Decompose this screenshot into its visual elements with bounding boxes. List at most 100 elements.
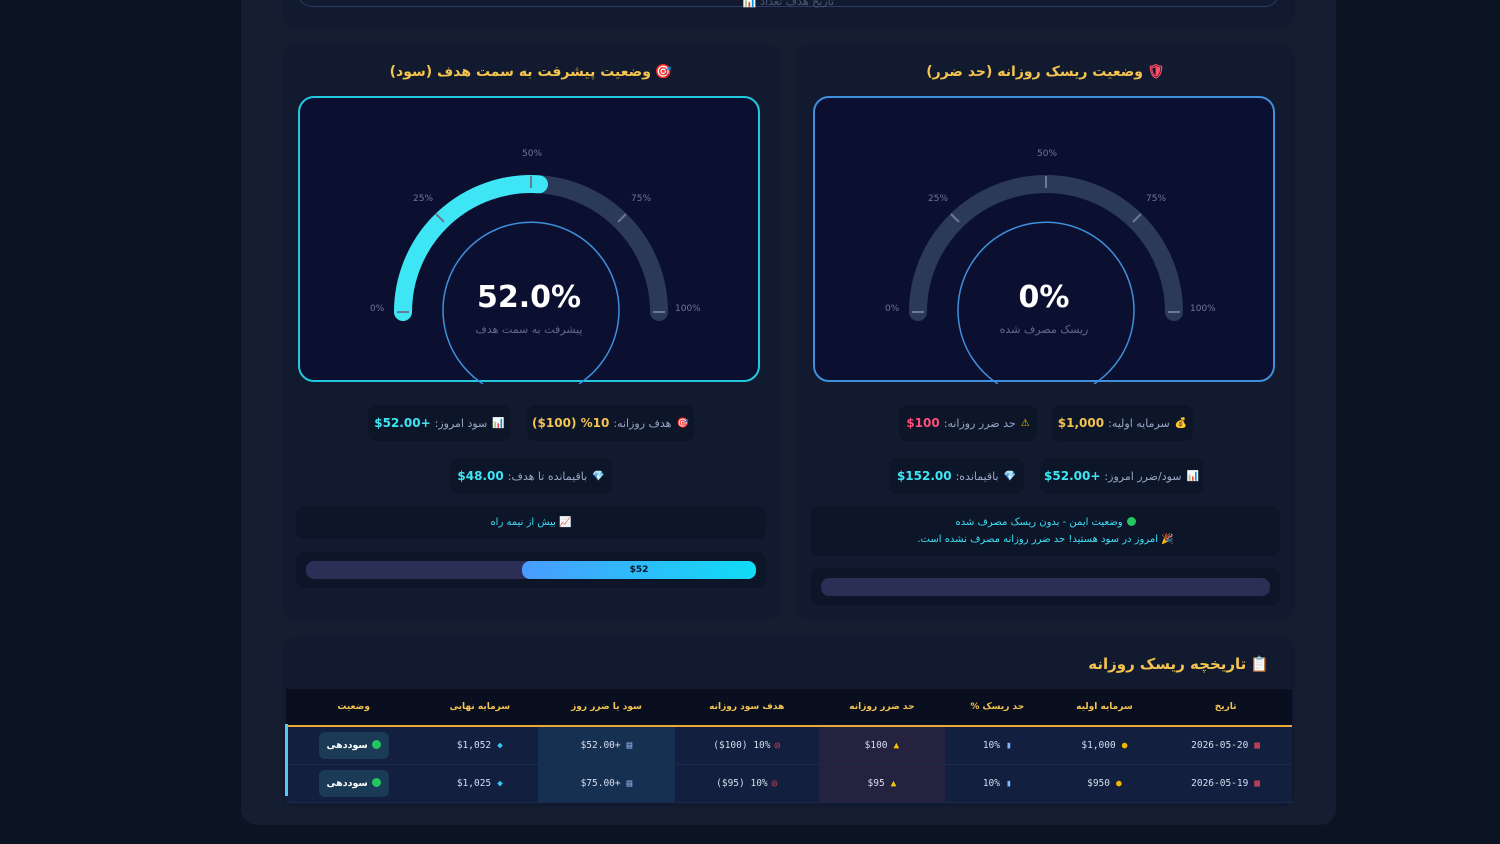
cell-date: ▦2026-05-19 — [1159, 764, 1292, 803]
remaining-chip: 💎 باقیمانده: $152.00 — [889, 458, 1024, 494]
cell-target: ◎10% ($95) — [674, 764, 819, 803]
cell-stop: ▲$100 — [818, 726, 945, 765]
profit-gauge-inner-ring — [442, 221, 620, 384]
risk-status-line1: وضعیت ایمن - بدون ریسک مصرف شده — [811, 514, 1280, 531]
table-row[interactable]: ▦2026-05-20 ●$1,000 ▮10% ▲$100 ◎10% ($10… — [286, 726, 1292, 765]
daily-risk-panel: 🛡وضعیت ریسک روزانه (حد ضرر) 0% 25% 50% 7… — [796, 44, 1295, 620]
tick-label-50: 50% — [1037, 149, 1058, 159]
profit-gauge-fill — [394, 175, 548, 321]
top-panel-text: 📊 تاریخ هدف تعداد — [742, 0, 835, 8]
cell-risk-pct: ▮10% — [944, 764, 1050, 803]
risk-gauge: 0% 25% 50% 75% 100% 0% ریسک مصرف شده — [813, 96, 1275, 384]
risk-progress-bar — [811, 568, 1280, 605]
risk-gauge-value: 0% — [1018, 280, 1070, 315]
gem-icon: 💎 — [1003, 470, 1017, 482]
tick-label-0: 0% — [885, 304, 900, 314]
profit-gauge: 0% 25% 50% 75% 100% 52.0% پیشرفت به سمت … — [298, 96, 760, 384]
risk-panel-title: 🛡وضعیت ریسک روزانه (حد ضرر) — [926, 64, 1165, 80]
col-daily-stop: حد ضرر روزانه — [818, 689, 945, 727]
risk-status-line2: 🎉 امروز در سود هستید! حد ضرر روزانه مصرف… — [917, 534, 1174, 545]
gem-icon: ◆ — [497, 778, 503, 789]
profit-gauge-ticks — [397, 176, 665, 313]
target-icon: ◎ — [774, 740, 781, 751]
risk-gauge-ticks — [912, 176, 1180, 313]
celebration-icon: 🎉 — [1161, 534, 1174, 545]
remaining-to-target-chip: 💎 باقیمانده تا هدف: $48.00 — [450, 458, 612, 494]
status-dot-icon — [1126, 517, 1136, 526]
tick-label-0: 0% — [370, 304, 385, 314]
history-table: تاریخ سرمایه اولیه حد ریسک % حد ضرر روزا… — [286, 689, 1292, 803]
warning-icon: ⚠ — [1020, 417, 1030, 429]
col-daily-pnl: سود یا ضرر روز — [538, 689, 675, 727]
risk-gauge-inner-ring — [957, 221, 1135, 384]
calendar-icon: ▦ — [1254, 778, 1261, 789]
table-row-accent — [285, 724, 288, 796]
clipboard-icon: 📋 — [1250, 655, 1269, 673]
history-title: 📋تاریخچه ریسک روزانه — [1088, 655, 1269, 673]
shield-icon: 🛡 — [1146, 64, 1165, 80]
cell-stop: ▲$95 — [818, 764, 945, 803]
cell-risk-pct: ▮10% — [944, 726, 1050, 765]
cell-pnl: ▤+$75.00 — [538, 764, 675, 803]
profit-progress-bar: $52 — [296, 552, 766, 588]
col-initial-capital: سرمایه اولیه — [1049, 689, 1160, 727]
cell-capital: ●$950 — [1049, 764, 1160, 803]
tick-label-100: 100% — [675, 304, 701, 314]
tick-label-50: 50% — [522, 149, 543, 159]
chart-up-icon: ▤ — [626, 778, 633, 789]
status-dot-icon — [371, 740, 381, 749]
money-bag-icon: ● — [1115, 778, 1122, 789]
profit-panel-title: 🎯وضعیت پیشرفت به سمت هدف (سود) — [389, 64, 673, 80]
tick-label-100: 100% — [1190, 304, 1216, 314]
tick-label-25: 25% — [928, 194, 949, 204]
tick-label-75: 75% — [631, 194, 652, 204]
gem-icon: ◆ — [497, 740, 503, 751]
profit-gauge-svg — [394, 175, 668, 384]
warning-icon: ▲ — [893, 740, 900, 751]
today-pnl-chip: 📊 سود/ضرر امروز: +$52.00 — [1040, 458, 1203, 494]
risk-gauge-subtitle: ریسک مصرف شده — [999, 323, 1089, 336]
cell-date: ▦2026-05-20 — [1159, 726, 1292, 765]
table-row[interactable]: ▦2026-05-19 ●$950 ▮10% ▲$95 ◎10% ($95) ▤… — [286, 764, 1292, 803]
status-badge: سوددهی — [318, 770, 389, 797]
col-daily-target: هدف سود روزانه — [674, 689, 819, 727]
top-panel: 📊 تاریخ هدف تعداد — [282, 0, 1295, 28]
money-bag-icon: 💰 — [1174, 417, 1188, 429]
chart-up-icon: ▤ — [626, 740, 633, 751]
chart-icon: ▮ — [1005, 740, 1012, 751]
tick-label-75: 75% — [1146, 194, 1167, 204]
cell-final: ◆$1,025 — [421, 764, 539, 803]
col-final-capital: سرمایه نهایی — [421, 689, 539, 727]
profit-progress-panel: 🎯وضعیت پیشرفت به سمت هدف (سود) 0% 25% 50… — [282, 44, 780, 620]
calendar-icon: ▦ — [1254, 740, 1261, 751]
warning-icon: ▲ — [890, 778, 897, 789]
initial-capital-chip: 💰 سرمایه اولیه: $1,000 — [1052, 405, 1193, 441]
cell-status: سوددهی — [286, 726, 422, 765]
status-dot-icon — [371, 778, 381, 787]
risk-gauge-svg — [909, 175, 1183, 384]
cell-pnl: ▤+$52.00 — [538, 726, 675, 765]
col-risk-pct: حد ریسک % — [944, 689, 1050, 727]
profit-gauge-value: 52.0% — [476, 280, 582, 315]
chart-icon: 📊 — [492, 417, 505, 429]
money-bag-icon: ● — [1121, 740, 1128, 751]
today-profit-chip: 📊 سود امروز: +$52.00 — [368, 405, 511, 441]
daily-stop-loss-chip: ⚠ حد ضرر روزانه: $100 — [899, 405, 1037, 441]
cell-status: سوددهی — [286, 764, 422, 803]
status-badge: سوددهی — [318, 732, 389, 759]
target-icon: ◎ — [771, 778, 778, 789]
profit-gauge-subtitle: پیشرفت به سمت هدف — [475, 323, 583, 336]
cell-capital: ●$1,000 — [1049, 726, 1160, 765]
target-icon: 🎯 — [676, 417, 689, 429]
cell-target: ◎10% ($100) — [674, 726, 819, 765]
profit-status: 📈 بیش از نیمه راه — [296, 506, 766, 539]
chart-icon: 📊 — [1186, 470, 1199, 482]
risk-history-panel: 📋تاریخچه ریسک روزانه تاریخ سرمایه اولیه … — [282, 637, 1295, 807]
chart-up-icon: 📈 — [559, 517, 572, 528]
col-status: وضعیت — [286, 689, 422, 727]
cell-final: ◆$1,052 — [421, 726, 539, 765]
risk-status: وضعیت ایمن - بدون ریسک مصرف شده 🎉 امروز … — [811, 506, 1280, 556]
gem-icon: 💎 — [592, 470, 605, 482]
tick-label-25: 25% — [413, 194, 434, 204]
history-header-row: تاریخ سرمایه اولیه حد ریسک % حد ضرر روزا… — [286, 689, 1292, 727]
